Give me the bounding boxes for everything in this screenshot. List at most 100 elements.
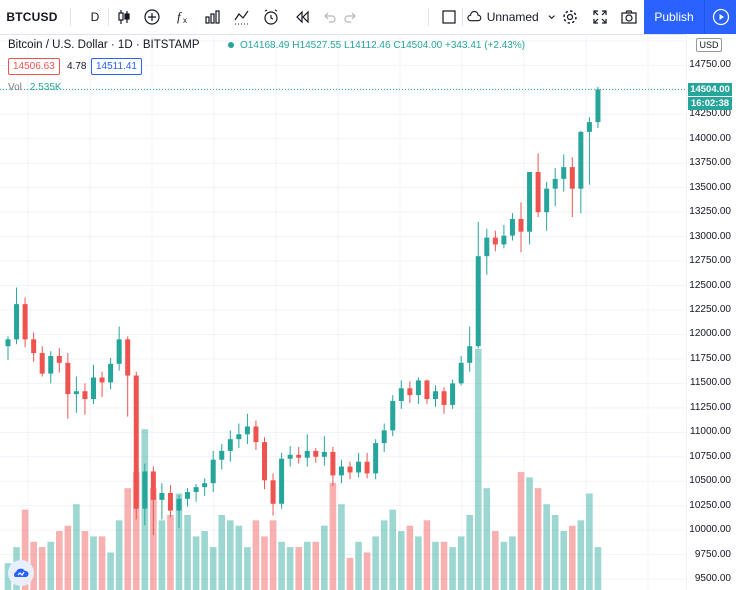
play-icon[interactable] xyxy=(704,0,736,34)
candle-body xyxy=(398,388,404,402)
templates-icon[interactable] xyxy=(199,4,225,30)
cloud-icon xyxy=(467,10,482,22)
candle-body xyxy=(595,89,601,123)
candle-body xyxy=(356,461,362,473)
candle-body xyxy=(279,458,285,504)
candle-body xyxy=(56,355,62,363)
price-tick-label: 12500.00 xyxy=(689,279,731,291)
svg-text:f: f xyxy=(177,9,183,24)
candle-body xyxy=(373,443,379,474)
volume-bar xyxy=(201,531,208,590)
volume-bar xyxy=(132,472,140,590)
price-axis[interactable]: 14750.00 14250.00 14000.00 13750.00 13500.00… xyxy=(686,34,736,590)
candle-body xyxy=(509,218,515,236)
volume-bar xyxy=(586,493,593,590)
candle-body xyxy=(304,450,310,458)
volume-bar xyxy=(47,541,55,590)
candle-body xyxy=(253,426,259,443)
candle-body xyxy=(210,459,216,484)
toolbar-divider xyxy=(108,8,109,26)
high-value: H14527.55 xyxy=(292,40,342,51)
volume-bar xyxy=(543,504,550,590)
alert-icon[interactable] xyxy=(258,4,284,30)
currency-label[interactable]: USD xyxy=(696,38,722,52)
price-tick-label: 10250.00 xyxy=(689,499,731,511)
volume-bar xyxy=(398,531,405,590)
market-status-dot xyxy=(228,42,234,49)
candle-body xyxy=(458,362,464,384)
svg-text:x: x xyxy=(183,16,187,25)
compare-icon[interactable] xyxy=(229,4,255,30)
add-indicator-icon[interactable] xyxy=(139,4,165,30)
countdown-label: 16:02:38 xyxy=(688,96,732,110)
price-tick-label: 11500.00 xyxy=(690,377,731,389)
volume-bar xyxy=(124,488,131,590)
redo-icon[interactable] xyxy=(338,4,364,30)
sell-price-badge[interactable]: 14506.63 xyxy=(8,58,60,75)
volume-bar xyxy=(577,520,585,590)
volume-bar xyxy=(372,536,379,590)
low-value: L14112.46 xyxy=(344,40,391,51)
fullscreen-icon[interactable] xyxy=(587,4,613,30)
volume-bar xyxy=(474,348,482,590)
volume-bar xyxy=(150,488,157,590)
interval-button[interactable]: D xyxy=(90,10,100,24)
price-tick-label: 12250.00 xyxy=(689,304,731,315)
candle-body xyxy=(202,483,208,488)
tradingview-logo-icon[interactable] xyxy=(8,560,34,586)
candle-body xyxy=(65,362,71,395)
layout-name-menu[interactable]: Unnamed xyxy=(466,4,556,30)
candle-body xyxy=(125,339,131,376)
price-tick-label: 10500.00 xyxy=(689,475,731,487)
toolbar-divider xyxy=(428,8,429,26)
volume-bar xyxy=(295,547,302,590)
price-tick-label: 10000.00 xyxy=(689,524,731,536)
price-tick-label: 10750.00 xyxy=(689,450,731,462)
volume-bar xyxy=(4,563,12,590)
candle-body xyxy=(561,167,567,179)
volume-bar xyxy=(355,541,362,590)
volume-bar xyxy=(312,541,320,590)
volume-bar xyxy=(209,547,217,590)
price-tick-label: 14250.00 xyxy=(689,108,731,120)
layout-square-icon[interactable] xyxy=(436,4,462,30)
candle-body xyxy=(287,454,293,459)
volume-bar xyxy=(466,514,473,590)
candle-body xyxy=(296,454,302,458)
price-tick-label: 13750.00 xyxy=(689,157,731,169)
buy-price-badge[interactable]: 14511.41 xyxy=(91,58,142,75)
price-tick-label: 14750.00 xyxy=(689,59,731,71)
price-tick-label: 11000.00 xyxy=(690,426,731,438)
candle-body xyxy=(22,304,28,340)
camera-icon[interactable] xyxy=(616,4,642,30)
replay-icon[interactable] xyxy=(289,4,315,30)
publish-button[interactable]: Publish xyxy=(644,0,704,34)
undo-icon[interactable] xyxy=(316,4,342,30)
candle-body xyxy=(381,430,387,444)
candle-body xyxy=(338,466,344,476)
spread-value: 4.78 xyxy=(67,61,87,72)
volume-bar xyxy=(244,547,251,590)
candle-body xyxy=(5,339,11,347)
volume-bar xyxy=(457,536,465,590)
change-value: +343.41 (+2.43%) xyxy=(445,40,526,51)
price-tick-label: 11750.00 xyxy=(690,352,731,364)
chevron-down-icon xyxy=(548,15,555,20)
candle-body xyxy=(484,237,490,257)
volume-bar xyxy=(346,557,354,590)
settings-icon[interactable] xyxy=(557,4,583,30)
symbol-search[interactable]: BTCUSD xyxy=(6,10,58,24)
candle-body xyxy=(142,471,148,509)
price-tick-label: 14000.00 xyxy=(689,132,731,144)
volume-bar xyxy=(338,504,345,590)
volume-bar xyxy=(560,531,568,590)
volume-bar xyxy=(500,541,508,590)
volume-bar xyxy=(278,541,285,590)
volume-bar xyxy=(415,536,422,590)
candle-body xyxy=(193,487,199,493)
candle-body xyxy=(586,122,592,132)
bar-style-icon[interactable] xyxy=(111,4,137,30)
price-tick-label: 9750.00 xyxy=(694,548,731,560)
price-chart[interactable] xyxy=(0,34,686,590)
